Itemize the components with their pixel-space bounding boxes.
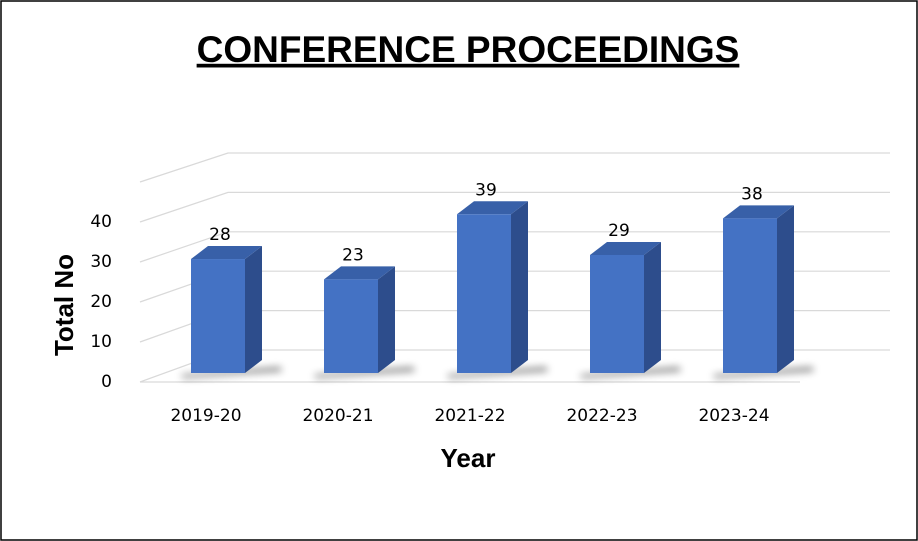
y-tick-label: 30 (90, 252, 112, 272)
bar-side (644, 241, 661, 373)
grid-line (139, 191, 890, 223)
bar-top (457, 201, 528, 215)
bar-top (191, 246, 262, 260)
y-tick-label: 40 (90, 212, 112, 232)
x-tick-label: 2020-21 (302, 406, 373, 426)
value-label: 29 (608, 221, 630, 241)
bar (590, 254, 644, 373)
grid-line (139, 231, 890, 263)
y-tick-label: 0 (101, 372, 112, 392)
x-tick-label: 2022-23 (566, 406, 637, 426)
value-label: 28 (209, 225, 231, 245)
bar-top (723, 205, 794, 219)
y-tick-label: 10 (90, 332, 112, 352)
value-label: 39 (475, 180, 497, 200)
wall-edge (139, 152, 890, 183)
x-tick-label: 2019-20 (170, 406, 241, 426)
y-tick-label: 20 (90, 292, 112, 312)
value-label: 23 (342, 245, 364, 265)
x-axis-label: Year (441, 443, 496, 473)
bar (457, 214, 511, 373)
x-tick-label: 2023-24 (698, 406, 769, 426)
y-axis-label: Total No (49, 254, 79, 356)
bar-side (245, 246, 262, 373)
bar (324, 279, 378, 373)
bar-side (777, 205, 794, 373)
x-tick-label: 2021-22 (434, 406, 505, 426)
value-label: 38 (741, 184, 763, 204)
bar-top (590, 241, 661, 255)
bar (723, 218, 777, 373)
chart-title: CONFERENCE PROCEEDINGS (197, 29, 740, 70)
bar-top (324, 266, 395, 280)
bar-side (511, 201, 528, 373)
bar (191, 259, 245, 373)
bar-side (378, 266, 395, 373)
